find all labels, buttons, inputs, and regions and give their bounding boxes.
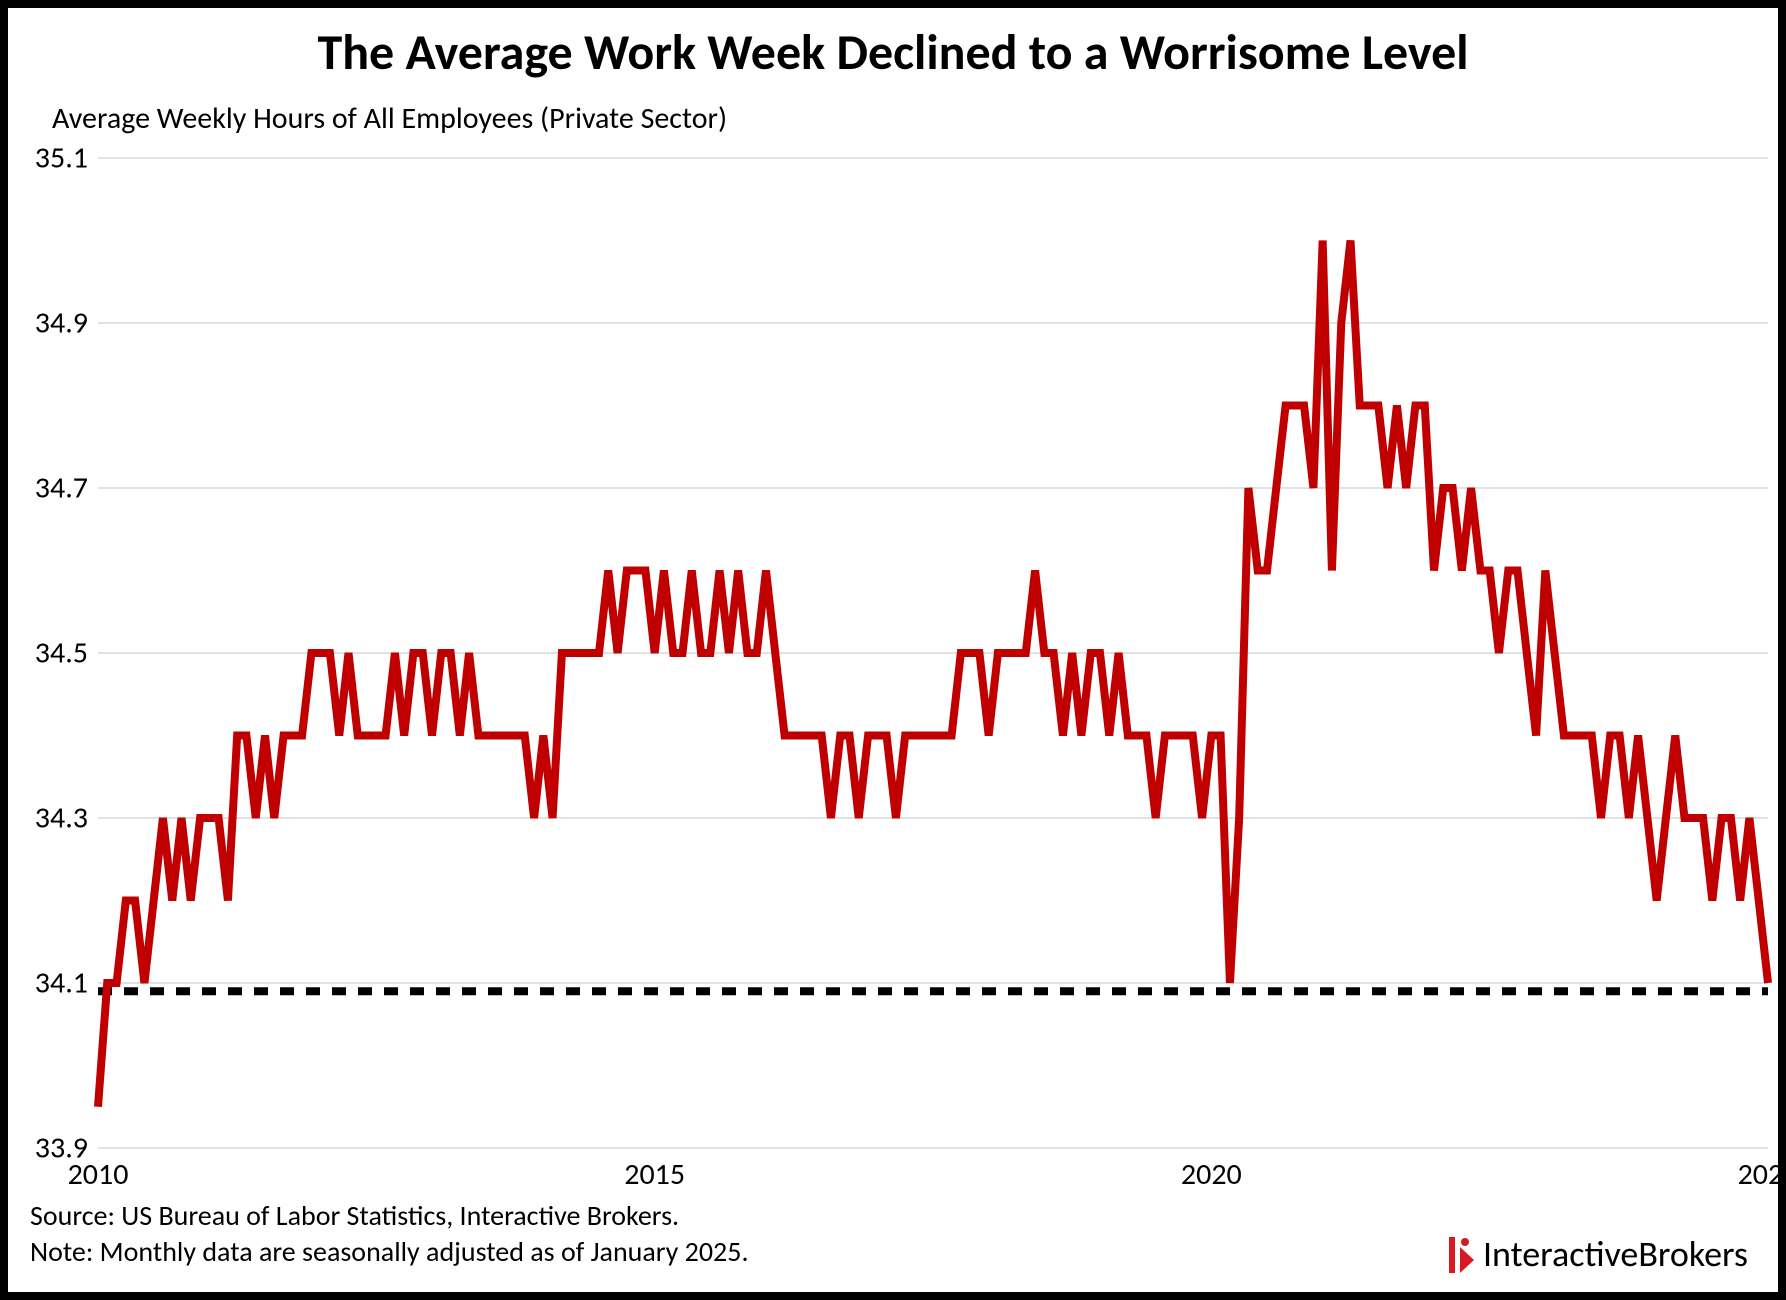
y-tick-label: 34.3 bbox=[35, 800, 88, 837]
y-tick-label: 35.1 bbox=[35, 140, 88, 177]
source-text: Source: US Bureau of Labor Statistics, I… bbox=[30, 1198, 679, 1233]
chart-subtitle: Average Weekly Hours of All Employees (P… bbox=[52, 100, 727, 137]
chart-title: The Average Work Week Declined to a Worr… bbox=[8, 22, 1778, 83]
ib-logo-icon bbox=[1443, 1233, 1477, 1275]
note-text: Note: Monthly data are seasonally adjust… bbox=[30, 1234, 749, 1269]
y-tick-label: 34.9 bbox=[35, 305, 88, 342]
x-tick-label: 2025 bbox=[1738, 1156, 1786, 1193]
y-tick-label: 34.1 bbox=[35, 965, 88, 1002]
logo-text: InteractiveBrokers bbox=[1483, 1232, 1748, 1276]
x-tick-label: 2020 bbox=[1181, 1156, 1242, 1193]
data-series-line bbox=[98, 241, 1768, 1107]
chart-frame: The Average Work Week Declined to a Worr… bbox=[0, 0, 1786, 1300]
x-tick-label: 2010 bbox=[68, 1156, 129, 1193]
y-tick-label: 34.7 bbox=[35, 470, 88, 507]
plot-area: 33.934.134.334.534.734.935.1201020152020… bbox=[98, 158, 1768, 1148]
y-tick-label: 34.5 bbox=[35, 635, 88, 672]
x-tick-label: 2015 bbox=[624, 1156, 685, 1193]
interactive-brokers-logo: InteractiveBrokers bbox=[1443, 1232, 1748, 1276]
